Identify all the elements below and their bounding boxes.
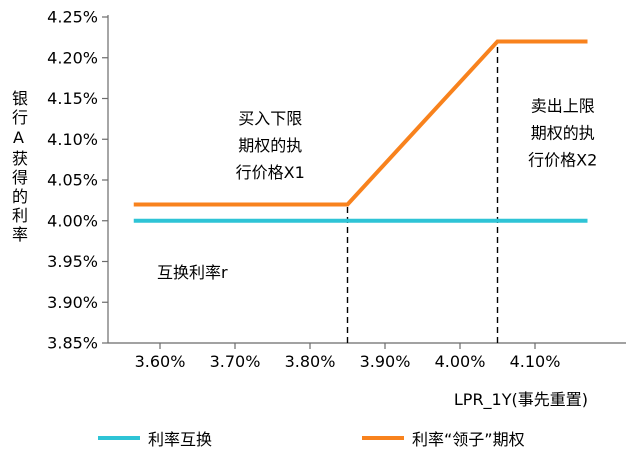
legend-item: 利率互换 (98, 426, 212, 450)
y-tick-label: 3.95% (47, 252, 98, 271)
y-tick-label: 4.25% (47, 8, 98, 27)
y-tick-label: 4.20% (47, 48, 98, 67)
x-tick-label: 3.80% (285, 352, 336, 371)
series-collar (133, 39, 588, 207)
x-tick-label: 4.10% (510, 352, 561, 371)
annotation-cap-strike-label: 卖出上限期权的执行价格X2 (528, 97, 597, 170)
y-tick-label: 3.90% (47, 293, 98, 312)
plot-area: 3.85% 3.90% 3.95% 4.00% 4.05% 4.10% 4.15% 4.20%… (47, 8, 626, 371)
y-tick-label: 4.15% (47, 89, 98, 108)
legend-label: 利率互换 (148, 430, 213, 449)
x-tick-label: 3.60% (135, 352, 186, 371)
y-tick-label: 3.85% (47, 334, 98, 353)
y-tick-label: 4.00% (47, 211, 98, 230)
annotation-floor-strike-label: 买入下限期权的执行价格X1 (236, 109, 305, 182)
legend-swatch (98, 436, 140, 440)
legend-item: 利率“领子”期权 (362, 426, 525, 450)
y-tick-label: 4.05% (47, 171, 98, 190)
x-tick-label: 3.90% (360, 352, 411, 371)
y-axis-title: 银行A获得的利率 (9, 90, 28, 245)
x-tick-label: 4.00% (435, 352, 486, 371)
x-tick-label: 3.70% (210, 352, 261, 371)
annotation-swap-rate-label: 互换利率r (157, 263, 228, 282)
x-axis-title: LPR_1Y(事先重置) (453, 390, 588, 409)
legend-label: 利率“领子”期权 (412, 430, 525, 449)
chart-legend: 利率互换 利率“领子”期权 (98, 426, 525, 450)
y-tick-label: 4.10% (47, 130, 98, 149)
legend-swatch (362, 436, 405, 440)
